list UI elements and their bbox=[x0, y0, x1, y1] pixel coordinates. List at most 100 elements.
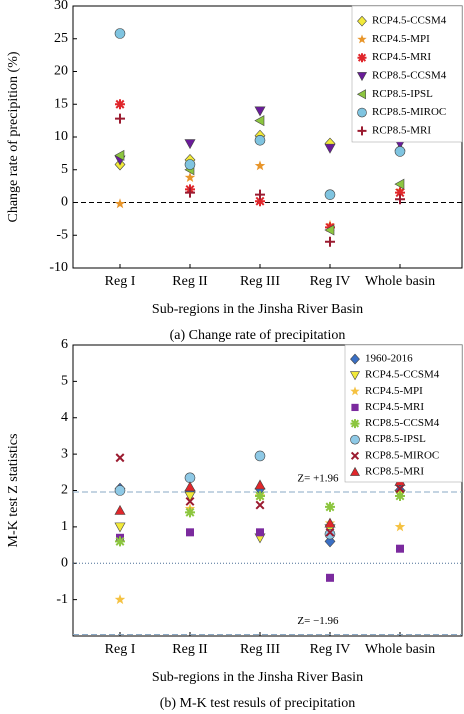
y-axis-label: Change rate of precipition (%) bbox=[6, 51, 21, 222]
y-tick-label: -10 bbox=[49, 260, 68, 275]
legend-label: RCP8.5-IPSL bbox=[365, 433, 426, 445]
y-tick-label: 10 bbox=[54, 129, 68, 144]
data-point bbox=[186, 528, 194, 537]
legend-label: RCP8.5-CCSM4 bbox=[372, 70, 447, 82]
legend-label: 1960-2016 bbox=[365, 353, 413, 365]
legend-label: RCP4.5-MRI bbox=[365, 401, 424, 413]
y-tick-label: 0 bbox=[61, 555, 68, 570]
y-tick-label: -5 bbox=[56, 227, 68, 242]
y-tick-label: 25 bbox=[54, 31, 68, 46]
x-tick-label: Reg I bbox=[105, 642, 136, 657]
data-point bbox=[254, 479, 266, 490]
legend-label: RCP4.5-MPI bbox=[372, 33, 430, 45]
data-point bbox=[184, 481, 196, 492]
data-point bbox=[326, 573, 334, 582]
data-point bbox=[255, 196, 265, 207]
data-point bbox=[115, 453, 125, 463]
legend-label: RCP4.5-MRI bbox=[372, 51, 431, 63]
data-point bbox=[255, 500, 265, 510]
data-point bbox=[115, 99, 125, 110]
legend-label: RCP8.5-CCSM4 bbox=[365, 417, 440, 429]
x-tick-label: Reg II bbox=[172, 274, 208, 289]
legend-label: RCP4.5-MPI bbox=[365, 385, 423, 397]
data-point bbox=[255, 189, 265, 200]
legend-label: RCP8.5-MRI bbox=[372, 124, 431, 136]
data-point bbox=[395, 194, 405, 205]
data-point bbox=[254, 106, 266, 117]
y-tick-label: 2 bbox=[61, 483, 68, 498]
data-point bbox=[256, 528, 264, 537]
data-point bbox=[115, 113, 125, 124]
legend-label: RCP4.5-CCSM4 bbox=[372, 15, 447, 27]
legend-label: RCP8.5-MIROC bbox=[372, 106, 446, 118]
data-point bbox=[114, 594, 126, 605]
x-axis-label: Sub-regions in the Jinsha River Basin bbox=[152, 670, 363, 685]
legend-marker bbox=[356, 89, 366, 100]
caption: (b) M-K test resuls of precipitation bbox=[160, 696, 356, 711]
y-tick-label: 3 bbox=[61, 446, 68, 461]
data-point bbox=[394, 178, 405, 190]
legend-box bbox=[344, 344, 463, 483]
data-point bbox=[114, 485, 126, 496]
legend-marker bbox=[356, 72, 368, 82]
data-point bbox=[324, 517, 336, 528]
y-tick-label: 1 bbox=[61, 519, 68, 534]
data-point bbox=[325, 527, 335, 537]
legend-marker bbox=[357, 53, 367, 63]
data-point bbox=[394, 521, 406, 532]
x-tick-label: Reg IV bbox=[310, 274, 351, 289]
legend-marker bbox=[357, 107, 367, 118]
data-point bbox=[254, 115, 265, 127]
legend-label: RCP8.5-IPSL bbox=[372, 88, 433, 100]
legend-marker bbox=[357, 15, 367, 27]
legend-marker bbox=[357, 126, 367, 136]
data-point bbox=[184, 491, 196, 502]
data-point bbox=[324, 528, 336, 540]
data-point bbox=[185, 507, 195, 518]
legend-box bbox=[351, 5, 463, 143]
y-tick-label: 20 bbox=[54, 64, 68, 79]
legend-label: RCP4.5-CCSM4 bbox=[365, 369, 440, 381]
data-point bbox=[395, 490, 405, 501]
x-tick-label: Reg IV bbox=[310, 642, 351, 657]
legend-marker bbox=[357, 34, 367, 44]
y-tick-label: 0 bbox=[61, 195, 68, 210]
y-tick-label: 15 bbox=[54, 96, 68, 111]
data-point bbox=[396, 544, 404, 553]
data-point bbox=[185, 187, 195, 198]
data-point bbox=[184, 172, 196, 183]
data-point bbox=[255, 490, 265, 501]
legend-marker bbox=[350, 386, 360, 396]
data-point bbox=[114, 28, 126, 39]
x-tick-label: Reg I bbox=[105, 274, 136, 289]
x-tick-label: Whole basin bbox=[365, 274, 435, 289]
data-point bbox=[184, 139, 196, 150]
data-point bbox=[184, 159, 196, 170]
data-point bbox=[254, 134, 266, 146]
data-point bbox=[325, 236, 335, 247]
data-point bbox=[324, 224, 335, 236]
data-point bbox=[114, 149, 125, 161]
y-tick-label: 4 bbox=[61, 410, 68, 425]
legend-marker bbox=[349, 371, 361, 381]
data-point bbox=[254, 160, 266, 171]
data-point bbox=[254, 450, 266, 462]
legend-marker bbox=[351, 403, 359, 412]
x-tick-label: Whole basin bbox=[365, 642, 435, 657]
y-tick-label: 5 bbox=[61, 162, 68, 177]
y-tick-label: 30 bbox=[54, 0, 68, 13]
data-point bbox=[115, 536, 125, 547]
data-point bbox=[114, 504, 126, 515]
y-tick-label: 6 bbox=[61, 337, 68, 352]
legend-label: RCP8.5-MIROC bbox=[365, 449, 439, 461]
legend-label: RCP8.5-MRI bbox=[365, 465, 424, 477]
legend-marker bbox=[350, 434, 360, 445]
legend-marker bbox=[350, 353, 360, 365]
legend-marker bbox=[349, 466, 361, 476]
data-point bbox=[114, 198, 126, 209]
reference-label: Z= +1.96 bbox=[297, 472, 339, 484]
data-point bbox=[324, 143, 336, 154]
data-point bbox=[324, 189, 336, 200]
data-point bbox=[325, 501, 335, 512]
